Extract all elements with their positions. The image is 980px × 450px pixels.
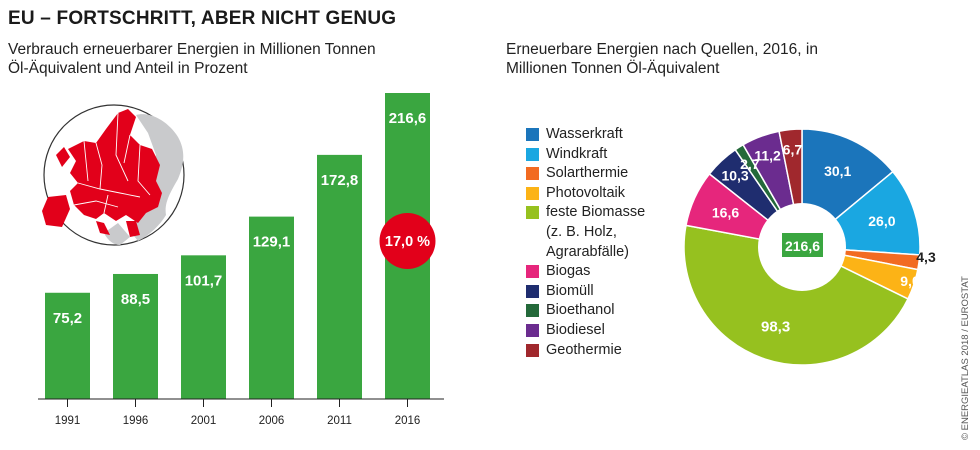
x-tick-label-2006: 2006 [259,415,285,427]
pie-value-label-bioethanol: 2,7 [740,156,760,172]
pie-chart: 216,6 30,1 26,0 4,3 9,0 98,3 16,6 10,32,711,2 6… [683,128,936,366]
bar-value-label-2001: 101,7 [185,272,223,289]
pie-value-label-biomuell: 10,3 [721,167,748,183]
bar-1996 [113,273,158,399]
bar-value-labels: 75,2 88,5 101,7 129,1 172,8 216,6 [53,110,426,327]
legend-item-bioethanol: Bioethanol [526,301,645,321]
pie-chart-subtitle: Erneuerbare Energien nach Quellen, 2016,… [506,41,818,77]
legend-item-photovoltaik: Photovoltaik [526,184,645,204]
pie-total-box [782,233,823,257]
pie-value-label-geothermie: 6,7 [783,142,803,158]
pie-value-label-photovoltaik: 9,0 [900,273,920,289]
legend-label-biodiesel: Biodiesel [546,321,605,338]
legend-item-geothermie: Geothermie [526,341,645,361]
bar-chart: 75,2 88,5 101,7 129,1 172,8 216,6 1991 1996 200… [38,93,444,427]
pie-value-label-feste-biomasse: 98,3 [761,319,790,336]
x-tick-label-1996: 1996 [123,415,149,427]
europe-map-icon [42,104,185,246]
legend-swatch-biogas [526,265,539,279]
legend-swatch-feste-biomasse [526,206,539,220]
x-tick-label-2016: 2016 [395,415,421,427]
bar-1991 [45,292,90,399]
pie-total-label: 216,6 [785,238,820,254]
pie-value-label-solarthermie: 4,3 [916,249,936,265]
share-badge-circle [379,213,436,269]
bar-2006 [249,216,294,399]
bar-value-label-2006: 129,1 [253,234,291,251]
legend-label-geothermie: Geothermie [546,341,622,358]
bar-2001 [181,255,226,399]
bar-2011 [317,154,362,399]
legend-label-solarthermie: Solarthermie [546,165,629,182]
legend-swatch-bioethanol [526,304,539,318]
x-tick-label-1991: 1991 [55,415,81,427]
x-axis-ticks [67,399,408,407]
legend-item-biodiesel: Biodiesel [526,321,645,341]
bar-value-label-1991: 75,2 [53,310,82,327]
legend-label-bioethanol: Bioethanol [546,302,615,319]
pie-value-label-biogas: 16,6 [712,204,739,220]
pie-slice-feste-biomasse [683,224,909,366]
chart-title: EU – FORTSCHRITT, ABER NICHT GENUG [8,8,397,29]
legend-swatch-solarthermie [526,167,539,181]
legend-swatch-biomuell [526,284,539,298]
legend-item-biomuell: Biomüll [526,282,645,302]
pie-value-label-windkraft: 26,0 [868,213,895,229]
legend-label-feste-biomasse: feste Biomasse (z. B. Holz, Agrarabfälle… [546,204,646,260]
legend-label-biomuell: Biomüll [546,282,594,299]
share-badge-text: 17,0 % [385,234,430,250]
bar-value-label-2011: 172,8 [321,172,359,189]
legend-item-windkraft: Windkraft [526,145,645,165]
pie-value-label-wasserkraft: 30,1 [824,163,851,179]
legend-swatch-geothermie [526,343,539,357]
legend-label-wasserkraft: Wasserkraft [546,126,623,142]
legend-swatch-biodiesel [526,323,539,337]
pie-value-labels: 30,1 26,0 4,3 9,0 98,3 16,6 10,32,711,2 6,7 [712,142,936,336]
bar-value-label-2016: 216,6 [389,110,427,127]
source-credit: © ENERGIEATLAS 2018 / EUROSTAT [960,276,971,440]
x-axis-tick-labels: 1991 1996 2001 2006 2011 2016 [55,415,421,427]
legend-swatch-wasserkraft [526,128,539,141]
legend-item-feste-biomasse: feste Biomasse (z. B. Holz, Agrarabfälle… [526,203,645,262]
pie-legend: Wasserkraft Windkraft Solarthermie Photovol… [526,125,645,360]
legend-label-windkraft: Windkraft [546,145,608,162]
legend-item-biogas: Biogas [526,262,645,282]
legend-item-wasserkraft: Wasserkraft [526,125,645,145]
legend-label-photovoltaik: Photovoltaik [546,184,625,201]
legend-item-solarthermie: Solarthermie [526,164,645,184]
pie-value-label-biodiesel: 11,2 [754,147,781,163]
bar-value-label-1996: 88,5 [121,291,150,308]
x-tick-label-2001: 2001 [191,415,217,427]
bars-group [45,93,430,399]
bar-chart-subtitle: Verbrauch erneuerbarer Energien in Milli… [8,41,376,77]
legend-label-biogas: Biogas [546,263,591,280]
share-badge: 17,0 % [379,213,436,269]
legend-swatch-photovoltaik [526,186,539,200]
legend-swatch-windkraft [526,147,539,161]
x-tick-label-2011: 2011 [327,415,352,427]
